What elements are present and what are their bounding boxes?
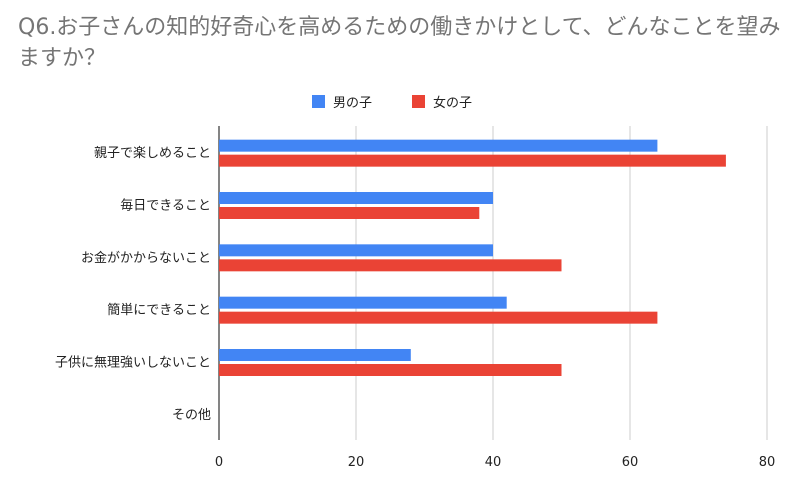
bar-girls-4: [219, 364, 562, 376]
bar-boys-0: [219, 139, 658, 152]
category-label-5: その他: [172, 408, 211, 423]
chart-title: Q6.お子さんの知的好奇心を高めるための働きかけとして、どんなことを望みますか？: [18, 15, 781, 71]
x-tick-label-1: 20: [348, 455, 365, 470]
bar-boys-4: [219, 349, 411, 361]
bar-girls-2: [219, 259, 562, 272]
category-label-0: 親子で楽しめること: [94, 145, 211, 161]
legend-label-boys: 男の子: [333, 96, 373, 111]
bar-girls-0: [219, 154, 726, 167]
bar-girls-1: [219, 207, 480, 219]
legend: 男の子 女の子: [0, 92, 800, 114]
legend-swatch-girls: [412, 95, 425, 108]
x-tick-label-4: 80: [759, 455, 776, 470]
category-label-3: 簡単にできること: [107, 302, 211, 318]
category-label-2: お金がかからないこと: [81, 250, 211, 266]
category-label-4: 子供に無理強いしないこと: [55, 356, 211, 371]
bar-boys-2: [219, 244, 493, 257]
bar-boys-3: [219, 296, 507, 309]
x-tick-label-2: 40: [485, 455, 502, 470]
legend-swatch-boys: [312, 95, 325, 108]
bar-boys-1: [219, 192, 493, 204]
legend-item-girls: 女の子: [412, 92, 472, 111]
x-tick-label-0: 0: [215, 455, 223, 470]
category-label-1: 毎日できること: [120, 198, 211, 214]
legend-item-boys: 男の子: [312, 92, 372, 111]
bar-girls-3: [219, 311, 658, 324]
x-tick-label-3: 60: [622, 455, 639, 470]
legend-label-girls: 女の子: [433, 96, 473, 111]
